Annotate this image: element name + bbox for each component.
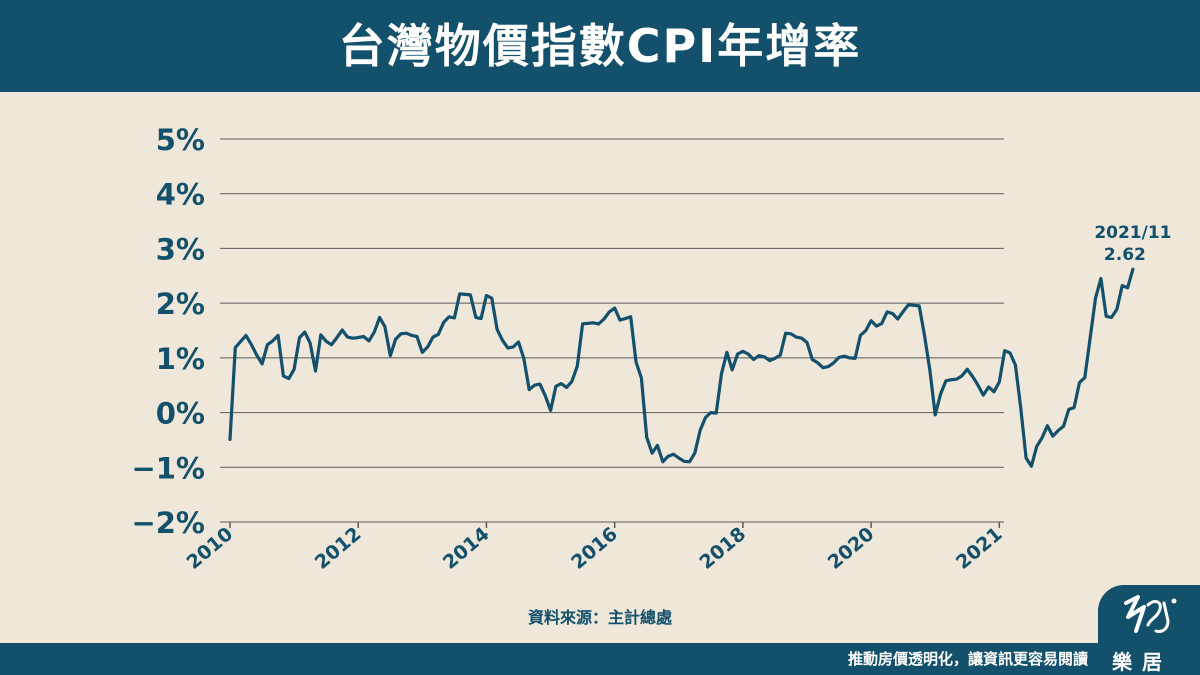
x-tick-label: 2016	[567, 523, 622, 574]
annotation-date: 2021/11	[1094, 223, 1171, 243]
y-tick-label: 2%	[156, 287, 205, 321]
x-tick-label: 2020	[824, 523, 879, 574]
grid-lines	[220, 138, 1004, 523]
x-tick-label: 2012	[311, 523, 366, 574]
lej-logo-icon	[1124, 595, 1177, 633]
cpi-series-line	[228, 267, 1135, 468]
brand-name: 樂居	[1112, 650, 1172, 674]
y-tick-label: 5%	[156, 123, 205, 157]
x-axis-ticks: 2010 2012 2014 2016 2018 2020 2021	[183, 522, 1007, 574]
y-tick-label: 3%	[156, 232, 205, 266]
x-tick-label: 2014	[439, 523, 494, 574]
page-title: 台灣物價指數CPI年增率	[338, 19, 862, 73]
data-source-note: 資料來源：主計總處	[527, 608, 672, 627]
y-axis-ticks: −2% −1% 0% 1% 2% 3% 4% 5%	[131, 123, 205, 540]
y-tick-label: −1%	[131, 451, 205, 485]
y-tick-label: 4%	[156, 178, 205, 212]
y-tick-label: 0%	[156, 397, 205, 431]
x-tick-label: 2018	[695, 523, 750, 574]
y-tick-label: −2%	[131, 506, 205, 540]
header-bar: 台灣物價指數CPI年增率	[0, 0, 1200, 92]
brand-logo	[1098, 585, 1200, 675]
annotation-value: 2.62	[1104, 245, 1146, 265]
x-tick-label: 2021	[952, 523, 1007, 574]
y-tick-label: 1%	[156, 342, 205, 376]
footer-bar: 推動房價透明化，讓資訊更容易閱讀	[0, 643, 1200, 675]
footer-slogan: 推動房價透明化，讓資訊更容易閱讀	[847, 650, 1088, 668]
